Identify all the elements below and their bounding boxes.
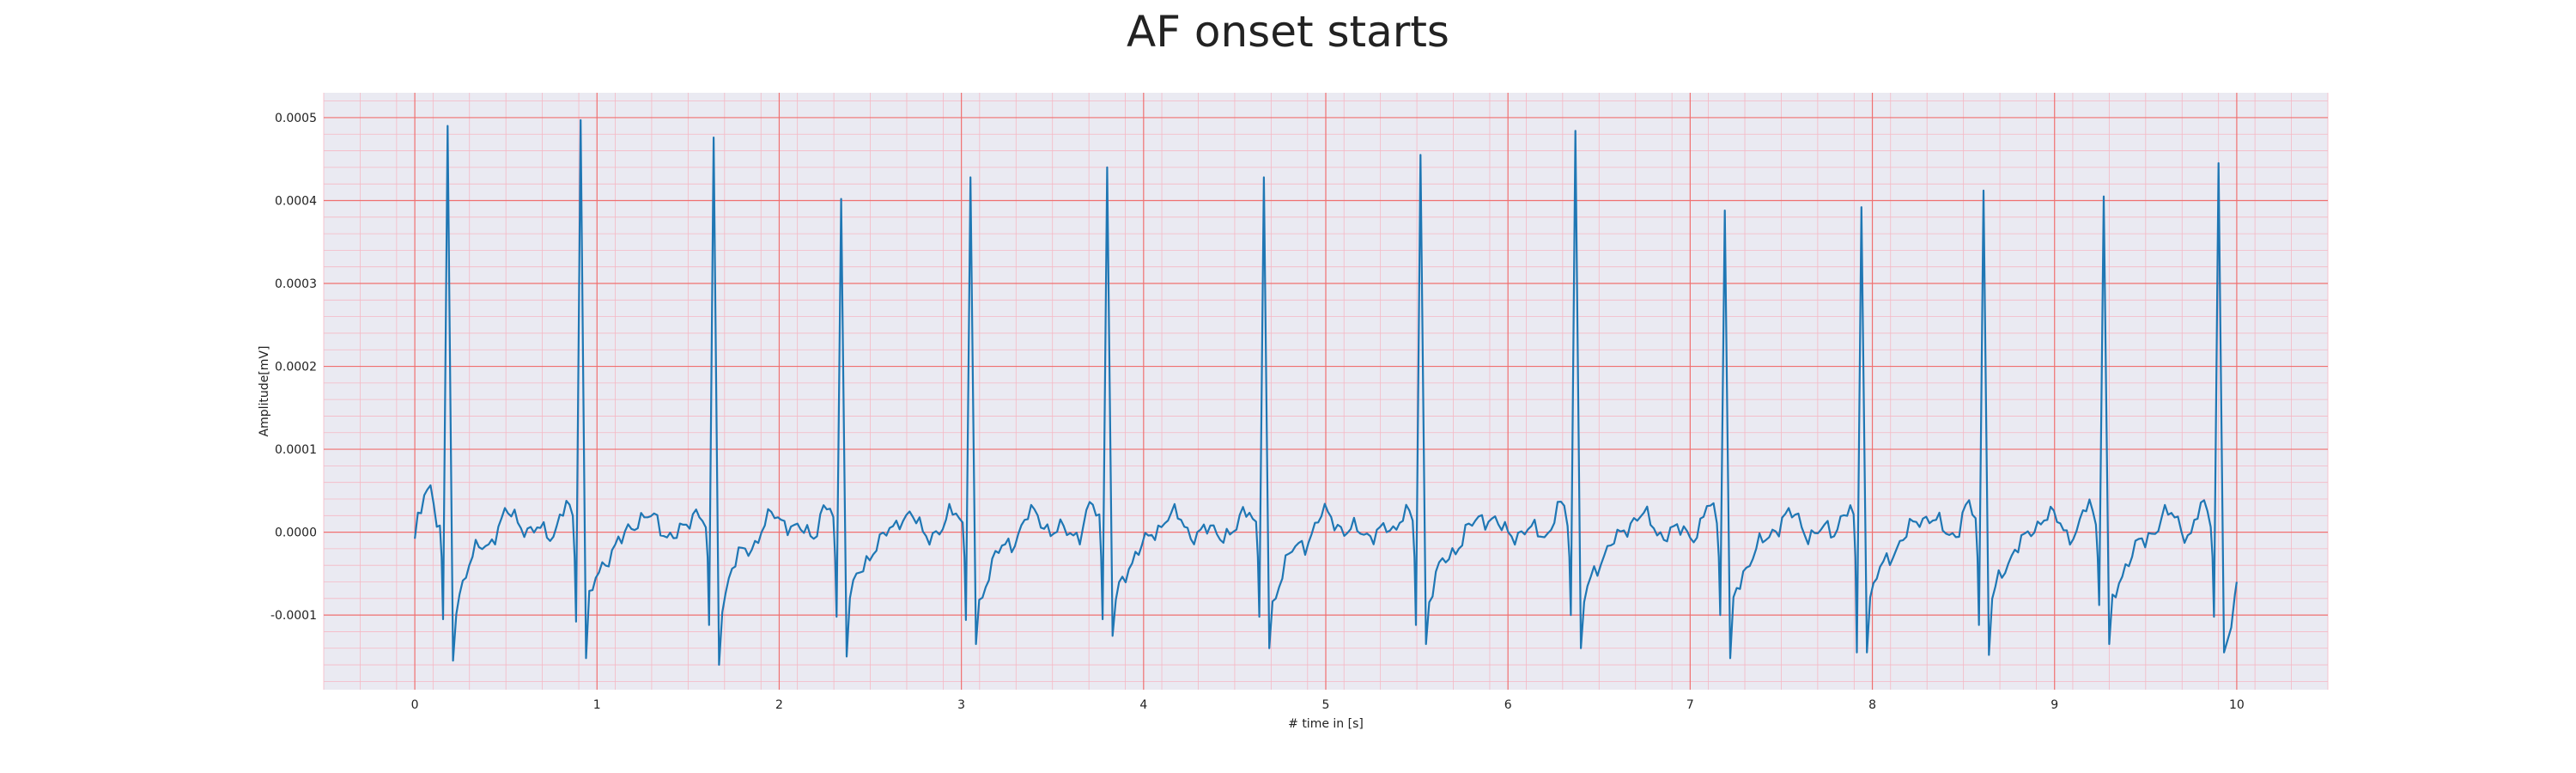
- x-tick-label: 1: [593, 698, 601, 712]
- x-tick-label: 9: [2050, 698, 2058, 712]
- y-axis-label: Amplitude[mV]: [258, 346, 271, 437]
- y-tick-label: 0.0001: [275, 443, 317, 457]
- x-tick-label: 3: [957, 698, 965, 712]
- x-tick-label: 4: [1139, 698, 1147, 712]
- chart-title: AF onset starts: [1127, 7, 1449, 57]
- x-tick-labels: 0 1 2 3 4 5 6 7 8 9 10: [411, 698, 2245, 712]
- x-tick-label: 7: [1686, 698, 1694, 712]
- y-tick-label: 0.0004: [275, 194, 317, 208]
- x-axis-label: # time in [s]: [1288, 717, 1364, 731]
- y-tick-label: 0.0000: [275, 526, 317, 540]
- x-tick-label: 10: [2229, 698, 2245, 712]
- major-grid: [324, 93, 2328, 690]
- x-tick-label: 8: [1868, 698, 1876, 712]
- x-tick-label: 6: [1504, 698, 1512, 712]
- x-tick-label: 0: [411, 698, 419, 712]
- ecg-trace: [414, 119, 2238, 666]
- y-tick-label: 0.0002: [275, 361, 317, 374]
- y-tick-label: -0.0001: [270, 609, 317, 623]
- y-tick-labels: -0.0001 0.0000 0.0001 0.0002 0.0003 0.0004 0.0…: [270, 112, 317, 623]
- x-tick-label: 5: [1322, 698, 1330, 712]
- y-tick-label: 0.0005: [275, 112, 317, 125]
- x-tick-label: 2: [775, 698, 783, 712]
- y-tick-label: 0.0003: [275, 277, 317, 291]
